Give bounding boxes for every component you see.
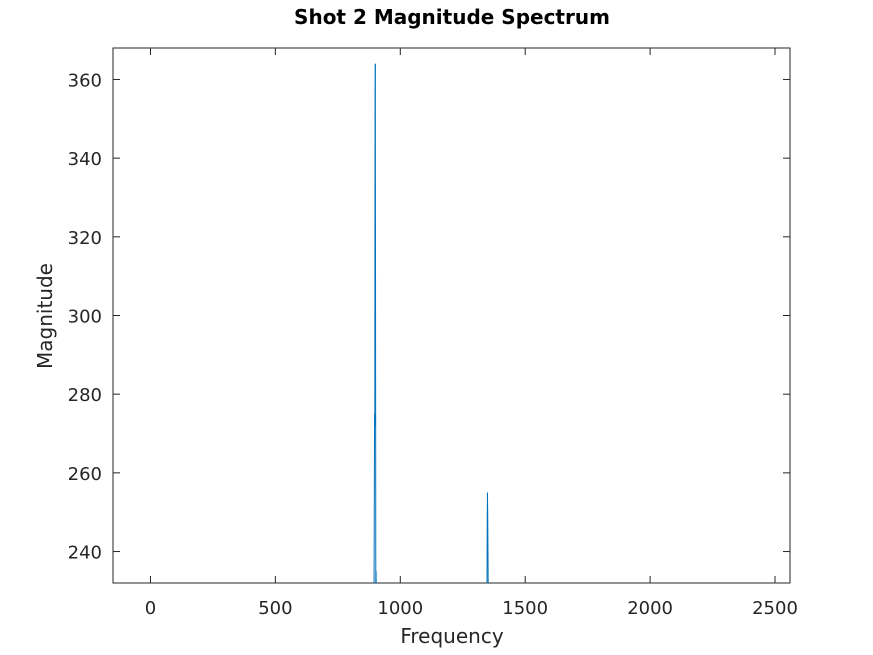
- y-tick-label: 300: [68, 307, 102, 328]
- y-tick-label: 320: [68, 228, 102, 249]
- x-tick-label: 0: [145, 598, 156, 619]
- x-axis-label: Frequency: [400, 624, 503, 648]
- y-tick-label: 260: [68, 464, 102, 485]
- y-tick-label: 340: [68, 149, 102, 170]
- y-tick-label: 360: [68, 70, 102, 91]
- y-axis-label: Magnitude: [33, 263, 57, 369]
- chart-title: Shot 2 Magnitude Spectrum: [294, 5, 610, 29]
- x-tick-label: 500: [258, 598, 292, 619]
- plot-area: 0 500 1000 1500 2000 2500 240 260 280 300 320 340 3…: [68, 47, 798, 619]
- x-tick-label: 2000: [627, 598, 673, 619]
- x-tick-label: 1500: [502, 598, 548, 619]
- x-tick-label: 1000: [377, 598, 423, 619]
- x-tick-label: 2500: [752, 598, 798, 619]
- axes-box: [112, 47, 791, 584]
- y-tick-label: 280: [68, 385, 102, 406]
- y-axis-ticks: 240 260 280 300 320 340 360: [68, 70, 790, 564]
- y-tick-label: 240: [68, 543, 102, 564]
- x-axis-ticks: 0 500 1000 1500 2000 2500: [145, 48, 798, 619]
- series-layer: [373, 63, 489, 583]
